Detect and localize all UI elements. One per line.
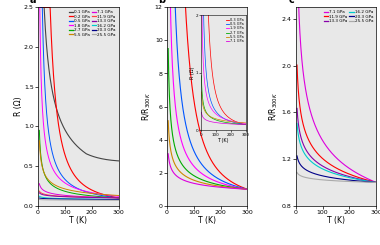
Y-axis label: R (Ω): R (Ω) — [14, 97, 22, 116]
Text: a: a — [30, 0, 36, 5]
Y-axis label: R/R$_{300K}$: R/R$_{300K}$ — [141, 92, 154, 121]
Y-axis label: R/R$_{300K}$: R/R$_{300K}$ — [268, 92, 280, 121]
X-axis label: T (K): T (K) — [198, 216, 216, 225]
Text: b: b — [158, 0, 165, 5]
Text: c: c — [288, 0, 294, 5]
Legend: 7.1 GPa, 11.9 GPa, 13.3 GPa, 16.2 GPa, 20.3 GPa, 25.5 GPa: 7.1 GPa, 11.9 GPa, 13.3 GPa, 16.2 GPa, 2… — [323, 10, 374, 24]
X-axis label: T (K): T (K) — [69, 216, 87, 225]
X-axis label: T (K): T (K) — [327, 216, 345, 225]
Legend: 0.1 GPa, 0.2 GPa, 0.5 GPa, 1.8 GPa, 2.7 GPa, 5.5 GPa, 7.1 GPa, 11.9 GPa, 13.3 GP: 0.1 GPa, 0.2 GPa, 0.5 GPa, 1.8 GPa, 2.7 … — [68, 10, 116, 37]
